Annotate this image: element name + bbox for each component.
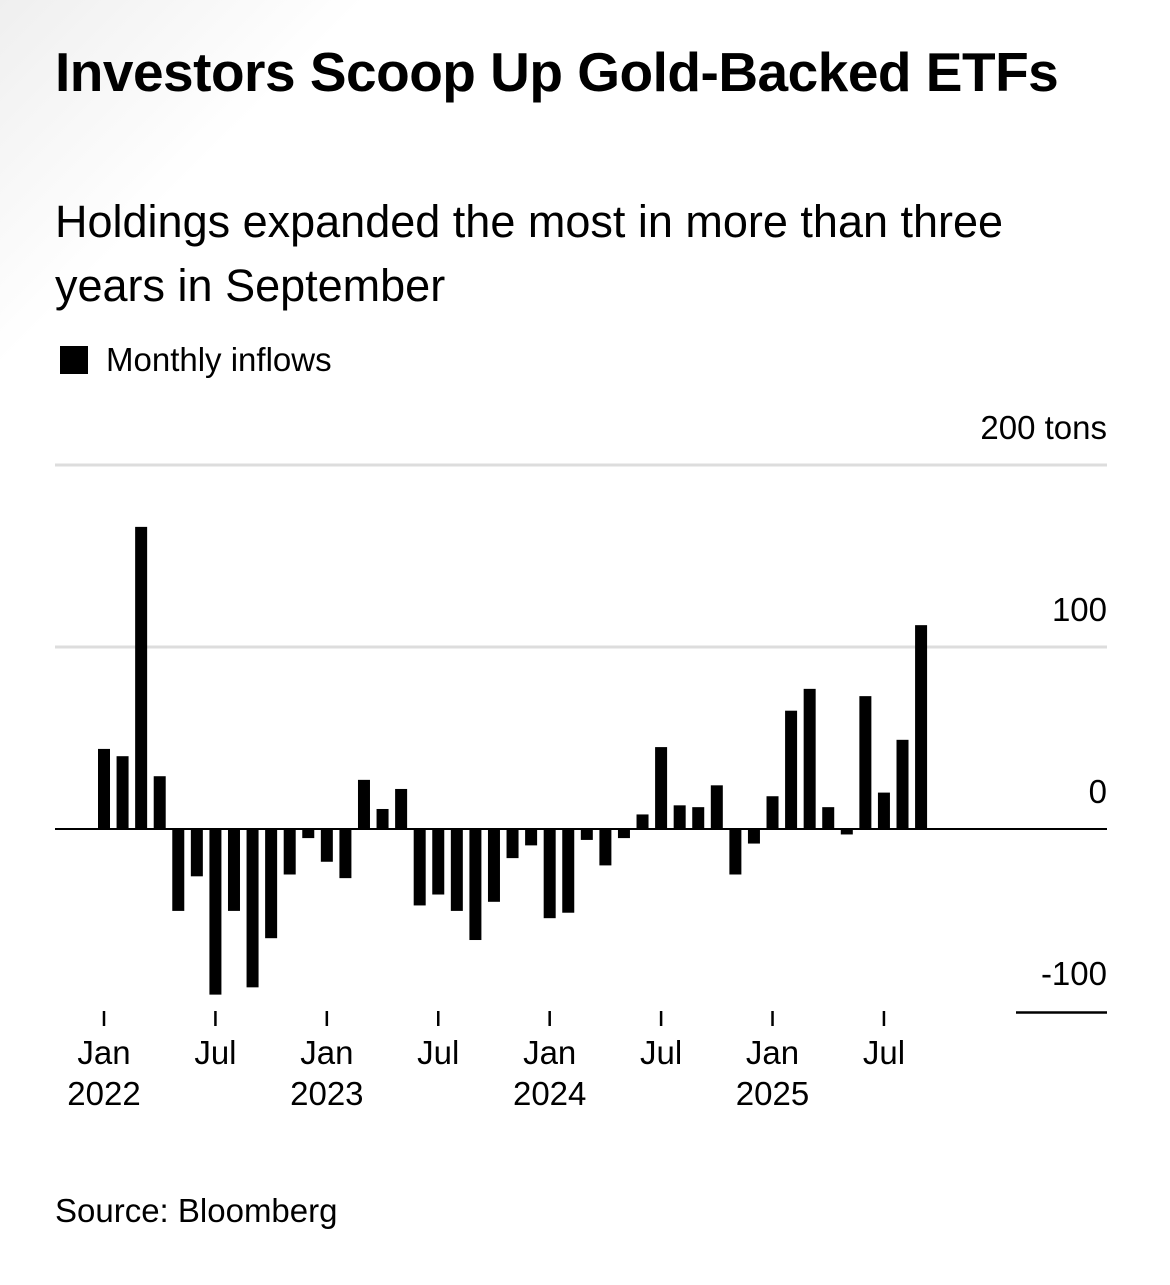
y-tick-label: -100 [1041,955,1107,992]
bar [395,788,408,829]
bar [766,796,779,829]
bar [506,829,519,859]
bar [153,776,166,829]
y-tick-label: 100 [1052,591,1107,628]
bar [710,785,723,829]
bars [98,526,928,995]
bar [227,829,240,911]
bar [822,807,835,829]
legend-label: Monthly inflows [106,341,332,378]
bar [562,829,575,913]
legend: Monthly inflows [60,340,332,380]
gridlines [55,463,1107,1014]
x-tick-label: Jan [523,1034,576,1071]
bar [543,829,556,919]
bar [172,829,185,911]
y-tick-label: 0 [1089,773,1107,810]
bar [673,805,686,829]
x-tick-year-label: 2022 [67,1075,140,1112]
bar [135,526,148,829]
bar [729,829,742,875]
bar [487,829,500,902]
bar [580,829,593,840]
chart-title: Investors Scoop Up Gold-Backed ETFs [55,41,1059,103]
bar [302,829,315,839]
y-axis-labels: 200 tons 100 -100 0 [980,409,1107,992]
bar [357,779,370,829]
x-tick-label: Jan [300,1034,353,1071]
x-tick-year-label: 2025 [736,1075,809,1112]
bar [859,696,872,829]
bar [877,792,890,829]
bar [116,756,129,829]
bar [265,829,278,939]
bar [246,829,259,988]
x-tick-year-label: 2023 [290,1075,363,1112]
x-axis: Jan 2022 Jul Jan 2023 Jul Jan 2024 Jul Jan 2025 Jul [55,828,1107,1112]
bar [525,829,538,846]
y-tick-label: 200 tons [980,409,1107,446]
bar [450,829,463,911]
x-tick-label: Jul [640,1034,682,1071]
x-tick-year-label: 2024 [513,1075,586,1112]
bar [320,829,333,862]
bar [896,739,909,829]
bar [655,747,668,829]
source-note: Source: Bloomberg [55,1192,338,1229]
bar-chart: Jan 2022 Jul Jan 2023 Jul Jan 2024 Jul Jan 2025 Jul… [55,409,1107,1112]
bar [283,829,296,875]
legend-swatch [60,346,88,374]
bar [599,829,612,866]
bar [339,829,352,879]
bar [98,748,110,829]
x-tick-label: Jul [863,1034,905,1071]
x-tick-label: Jul [194,1034,236,1071]
x-tick-label: Jul [417,1034,459,1071]
bar [469,829,482,941]
bar [785,710,798,829]
bar [747,829,760,844]
bar [190,829,203,877]
bar [636,814,649,829]
bar [915,625,928,829]
bar [692,807,705,829]
bar [209,829,222,995]
bar [803,688,816,829]
bar [376,808,389,829]
bar [617,829,630,839]
chart-subtitle: Holdings expanded the most in more than … [55,196,1004,311]
x-tick-label: Jan [77,1034,130,1071]
bar [413,829,426,906]
bar [840,829,853,835]
x-tick-label: Jan [746,1034,799,1071]
bar [432,829,445,895]
